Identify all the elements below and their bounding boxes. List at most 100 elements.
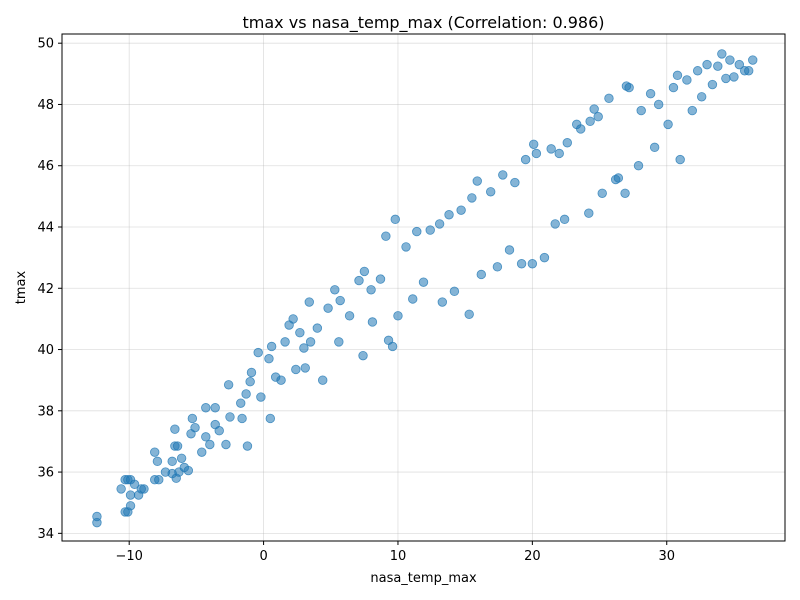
scatter-point bbox=[183, 465, 194, 476]
scatter-point bbox=[344, 311, 355, 321]
scatter-point bbox=[172, 441, 183, 451]
scatter-point bbox=[531, 148, 542, 159]
scatter-point bbox=[387, 341, 398, 352]
scatter-point bbox=[401, 242, 411, 252]
scatter-point bbox=[520, 154, 531, 165]
scatter-point bbox=[467, 193, 477, 203]
scatter-point bbox=[636, 105, 646, 116]
scatter-point bbox=[597, 188, 607, 198]
scatter-point bbox=[510, 177, 520, 188]
y-tick-label: 44 bbox=[37, 220, 54, 235]
scatter-point bbox=[554, 148, 564, 159]
scatter-point bbox=[717, 49, 727, 59]
scatter-point bbox=[559, 214, 570, 225]
scatter-point bbox=[237, 413, 247, 424]
scatter-point bbox=[725, 55, 735, 65]
scatter-point bbox=[653, 99, 664, 110]
scatter-point bbox=[214, 426, 224, 436]
scatter-point bbox=[129, 479, 140, 490]
scatter-point bbox=[696, 92, 707, 102]
scatter-point bbox=[589, 104, 599, 114]
scatter-point bbox=[702, 59, 712, 70]
scatter-point bbox=[139, 484, 149, 494]
scatter-point bbox=[221, 439, 231, 450]
scatter-point bbox=[734, 59, 745, 70]
y-tick-label: 42 bbox=[37, 282, 54, 297]
scatter-point bbox=[205, 439, 215, 450]
scatter-point bbox=[613, 173, 624, 183]
scatter-point bbox=[280, 337, 290, 347]
scatter-point bbox=[645, 89, 656, 99]
scatter-point bbox=[649, 142, 660, 153]
scatter-point bbox=[116, 484, 126, 494]
scatter-point bbox=[744, 66, 754, 76]
scatter-point bbox=[498, 170, 508, 180]
scatter-point bbox=[527, 259, 538, 269]
scatter-point bbox=[472, 176, 482, 186]
scatter-point bbox=[359, 266, 370, 277]
scatter-point bbox=[604, 93, 614, 104]
scatter-point bbox=[264, 354, 274, 364]
scatter-point bbox=[464, 309, 474, 320]
scatter-point bbox=[354, 275, 364, 286]
scatter-point bbox=[236, 398, 246, 408]
x-tick-label: −10 bbox=[115, 549, 142, 564]
scatter-point bbox=[92, 511, 102, 522]
x-tick-label: 10 bbox=[390, 549, 407, 564]
scatter-point bbox=[476, 269, 486, 280]
scatter-point bbox=[692, 66, 703, 76]
grid-lines bbox=[62, 34, 785, 541]
scatter-point bbox=[201, 432, 211, 442]
scatter-point bbox=[266, 341, 277, 352]
y-tick-label: 34 bbox=[37, 527, 54, 542]
scatter-point bbox=[304, 297, 314, 307]
scatter-point bbox=[729, 72, 739, 82]
scatter-point bbox=[210, 403, 220, 413]
scatter-point bbox=[256, 392, 266, 402]
y-tick-label: 40 bbox=[37, 343, 54, 358]
scatter-point bbox=[539, 252, 550, 263]
scatter-point bbox=[550, 219, 560, 229]
scatter-point bbox=[620, 188, 630, 198]
scatter-point bbox=[562, 138, 572, 148]
scatter-point bbox=[682, 75, 692, 85]
scatter-point bbox=[412, 226, 422, 237]
scatter-point bbox=[663, 119, 673, 130]
scatter-point bbox=[176, 453, 187, 463]
scatter-point bbox=[125, 490, 136, 500]
scatter-point bbox=[449, 286, 460, 297]
scatter-point bbox=[300, 363, 310, 373]
y-tick-label: 50 bbox=[37, 37, 54, 52]
scatter-point bbox=[444, 210, 454, 220]
scatter-point bbox=[492, 262, 503, 272]
scatter-point bbox=[170, 424, 180, 434]
scatter-point bbox=[687, 105, 697, 116]
scatter-point bbox=[672, 70, 683, 81]
scatter-point bbox=[291, 364, 301, 375]
scatter-point bbox=[201, 403, 211, 413]
y-axis-label: tmax bbox=[14, 270, 29, 304]
scatter-point bbox=[437, 297, 448, 307]
scatter-point bbox=[707, 79, 718, 90]
x-tick-label: 0 bbox=[259, 549, 267, 564]
scatter-point bbox=[375, 274, 386, 284]
scatter-point bbox=[390, 214, 400, 225]
scatter-point bbox=[305, 337, 316, 347]
scatter-point bbox=[334, 337, 344, 347]
scatter-point bbox=[504, 245, 515, 255]
scatter-point bbox=[167, 456, 177, 467]
scatter-point bbox=[125, 501, 136, 511]
y-tick-label: 46 bbox=[37, 159, 54, 174]
scatter-point bbox=[528, 139, 539, 149]
x-tick-label: 30 bbox=[658, 549, 675, 564]
scatter-point bbox=[381, 231, 391, 241]
scatter-point bbox=[425, 225, 435, 235]
scatter-point bbox=[593, 112, 603, 122]
scatter-point bbox=[456, 205, 466, 215]
scatter-point bbox=[335, 295, 345, 306]
scatter-point bbox=[748, 55, 758, 65]
scatter-point bbox=[330, 285, 340, 295]
scatter-point bbox=[633, 161, 644, 171]
scatter-point bbox=[225, 412, 235, 422]
